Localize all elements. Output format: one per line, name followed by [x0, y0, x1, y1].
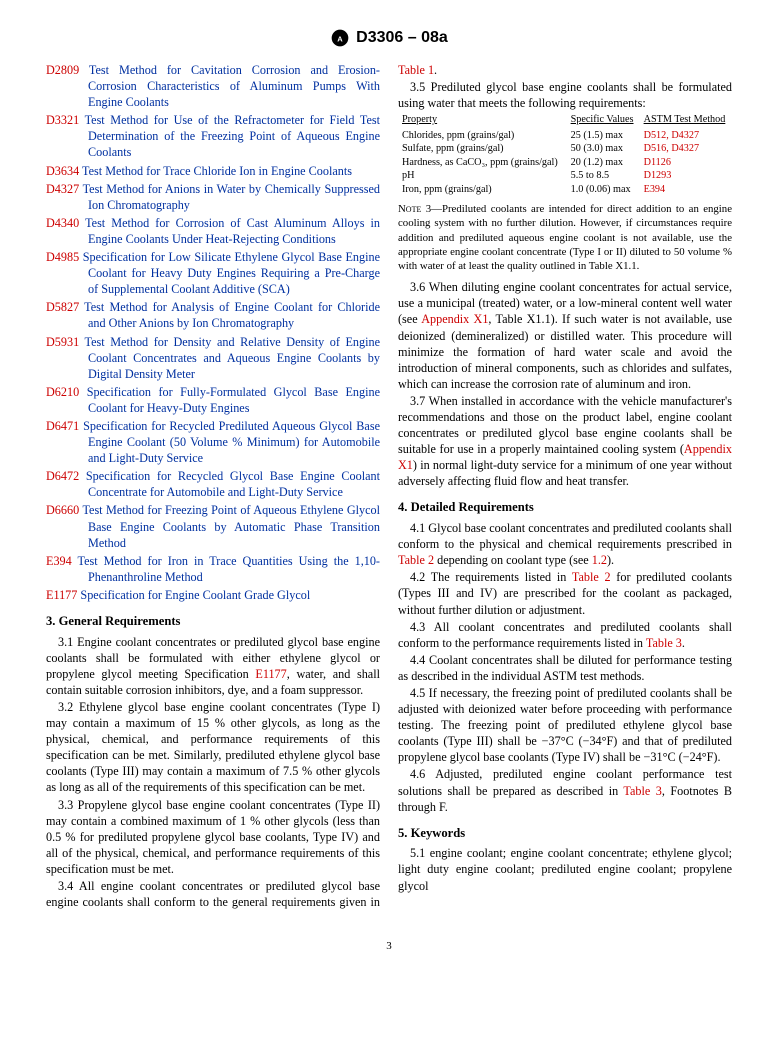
cell-value: 25 (1.5) max: [567, 129, 640, 142]
reference-code[interactable]: D3321: [46, 113, 79, 127]
link-appendix-x1[interactable]: Appendix X1: [421, 312, 488, 326]
note-3: Note 3—Prediluted coolants are intended …: [398, 202, 732, 273]
reference-code[interactable]: D2809: [46, 63, 79, 77]
cell-value: 20 (1.2) max: [567, 156, 640, 169]
table-row: Hardness, as CaCO₃, ppm (grains/gal)20 (…: [398, 156, 732, 169]
reference-title[interactable]: Test Method for Analysis of Engine Coola…: [84, 300, 380, 330]
reference-item: E394 Test Method for Iron in Trace Quant…: [46, 553, 380, 585]
page-number: 3: [46, 940, 732, 952]
para-4-5: 4.5 If necessary, the freezing point of …: [398, 685, 732, 765]
cell-property: Chlorides, ppm (grains/gal): [398, 129, 567, 142]
cell-value: 5.5 to 8.5: [567, 169, 640, 182]
reference-code[interactable]: D3634: [46, 164, 79, 178]
reference-code[interactable]: D4985: [46, 250, 79, 264]
table-row: Sulfate, ppm (grains/gal)50 (3.0) maxD51…: [398, 142, 732, 155]
cell-property: pH: [398, 169, 567, 182]
reference-item: D6210 Specification for Fully-Formulated…: [46, 384, 380, 416]
reference-item: D6472 Specification for Recycled Glycol …: [46, 468, 380, 500]
reference-title[interactable]: Test Method for Density and Relative Den…: [85, 335, 380, 381]
link-table-3b[interactable]: Table 3: [623, 784, 661, 798]
para-3-2: 3.2 Ethylene glycol base engine coolant …: [46, 699, 380, 796]
reference-item: D6660 Test Method for Freezing Point of …: [46, 502, 380, 550]
para-4-4: 4.4 Coolant concentrates shall be dilute…: [398, 652, 732, 684]
link-table-2[interactable]: Table 2: [398, 553, 434, 567]
cell-method[interactable]: D512, D4327: [640, 129, 732, 142]
reference-title[interactable]: Specification for Recycled Glycol Base E…: [86, 469, 380, 499]
section-3-heading: 3. General Requirements: [46, 613, 380, 630]
cell-property: Sulfate, ppm (grains/gal): [398, 142, 567, 155]
table-row: pH5.5 to 8.5D1293: [398, 169, 732, 182]
reference-code[interactable]: D4327: [46, 182, 79, 196]
reference-title[interactable]: Test Method for Anions in Water by Chemi…: [83, 182, 380, 212]
reference-code[interactable]: E394: [46, 554, 72, 568]
astm-logo-icon: A: [330, 28, 350, 48]
reference-item: D4340 Test Method for Corrosion of Cast …: [46, 215, 380, 247]
para-4-2: 4.2 The requirements listed in Table 2 f…: [398, 569, 732, 617]
cell-method[interactable]: D1293: [640, 169, 732, 182]
reference-title[interactable]: Test Method for Corrosion of Cast Alumin…: [85, 216, 380, 246]
reference-title[interactable]: Specification for Engine Coolant Grade G…: [80, 588, 310, 602]
para-3-5: 3.5 Prediluted glycol base engine coolan…: [398, 79, 732, 111]
reference-code[interactable]: D4340: [46, 216, 79, 230]
reference-code[interactable]: D5827: [46, 300, 79, 314]
reference-code[interactable]: D6471: [46, 419, 79, 433]
cell-value: 1.0 (0.06) max: [567, 183, 640, 196]
para-4-3: 4.3 All coolant concentrates and predilu…: [398, 619, 732, 651]
reference-item: D3634 Test Method for Trace Chloride Ion…: [46, 163, 380, 179]
reference-code[interactable]: D6210: [46, 385, 79, 399]
table-row: Iron, ppm (grains/gal)1.0 (0.06) maxE394: [398, 183, 732, 196]
cell-method[interactable]: D1126: [640, 156, 732, 169]
reference-title[interactable]: Test Method for Use of the Refractometer…: [85, 113, 380, 159]
para-3-6: 3.6 When diluting engine coolant concent…: [398, 279, 732, 392]
col-values: Specific Values: [567, 113, 640, 128]
reference-title[interactable]: Specification for Fully-Formulated Glyco…: [87, 385, 380, 415]
reference-item: D3321 Test Method for Use of the Refract…: [46, 112, 380, 160]
para-3-7: 3.7 When installed in accordance with th…: [398, 393, 732, 490]
water-requirements-table: Property Specific Values ASTM Test Metho…: [398, 113, 732, 196]
reference-title[interactable]: Test Method for Freezing Point of Aqueou…: [82, 503, 380, 549]
reference-code[interactable]: D6660: [46, 503, 79, 517]
reference-item: D6471 Specification for Recycled Predilu…: [46, 418, 380, 466]
reference-code[interactable]: D6472: [46, 469, 79, 483]
para-3-1: 3.1 Engine coolant concentrates or predi…: [46, 634, 380, 698]
link-table-2b[interactable]: Table 2: [572, 570, 611, 584]
reference-code[interactable]: E1177: [46, 588, 77, 602]
reference-item: D5931 Test Method for Density and Relati…: [46, 334, 380, 382]
link-table-1[interactable]: Table 1: [398, 63, 434, 77]
page: A D3306 – 08a D2809 Test Method for Cavi…: [0, 0, 778, 972]
cell-property: Hardness, as CaCO₃, ppm (grains/gal): [398, 156, 567, 169]
reference-list: D2809 Test Method for Cavitation Corrosi…: [46, 62, 380, 603]
section-5-heading: 5. Keywords: [398, 825, 732, 842]
cell-method[interactable]: E394: [640, 183, 732, 196]
cell-value: 50 (3.0) max: [567, 142, 640, 155]
section-4-heading: 4. Detailed Requirements: [398, 499, 732, 516]
reference-title[interactable]: Test Method for Iron in Trace Quantities…: [78, 554, 380, 584]
reference-item: E1177 Specification for Engine Coolant G…: [46, 587, 380, 603]
reference-item: D5827 Test Method for Analysis of Engine…: [46, 299, 380, 331]
reference-title[interactable]: Test Method for Cavitation Corrosion and…: [88, 63, 380, 109]
reference-item: D4327 Test Method for Anions in Water by…: [46, 181, 380, 213]
content-columns: D2809 Test Method for Cavitation Corrosi…: [46, 62, 732, 910]
para-5-1: 5.1 engine coolant; engine coolant conce…: [398, 845, 732, 893]
link-e1177[interactable]: E1177: [255, 667, 286, 681]
svg-text:A: A: [337, 34, 343, 43]
para-4-6: 4.6 Adjusted, prediluted engine coolant …: [398, 766, 732, 814]
col-method: ASTM Test Method: [640, 113, 732, 128]
para-4-1: 4.1 Glycol base coolant concentrates and…: [398, 520, 732, 568]
designation: D3306 – 08a: [356, 29, 448, 47]
document-header: A D3306 – 08a: [46, 28, 732, 48]
col-property: Property: [398, 113, 567, 128]
cell-method[interactable]: D516, D4327: [640, 142, 732, 155]
para-3-3: 3.3 Propylene glycol base engine coolant…: [46, 797, 380, 877]
reference-title[interactable]: Test Method for Trace Chloride Ion in En…: [82, 164, 352, 178]
link-table-3[interactable]: Table 3: [646, 636, 682, 650]
reference-item: D2809 Test Method for Cavitation Corrosi…: [46, 62, 380, 110]
reference-item: D4985 Specification for Low Silicate Eth…: [46, 249, 380, 297]
cell-property: Iron, ppm (grains/gal): [398, 183, 567, 196]
reference-code[interactable]: D5931: [46, 335, 79, 349]
reference-title[interactable]: Specification for Recycled Prediluted Aq…: [83, 419, 380, 465]
reference-title[interactable]: Specification for Low Silicate Ethylene …: [83, 250, 380, 296]
table-row: Chlorides, ppm (grains/gal)25 (1.5) maxD…: [398, 129, 732, 142]
link-1-2[interactable]: 1.2: [592, 553, 607, 567]
